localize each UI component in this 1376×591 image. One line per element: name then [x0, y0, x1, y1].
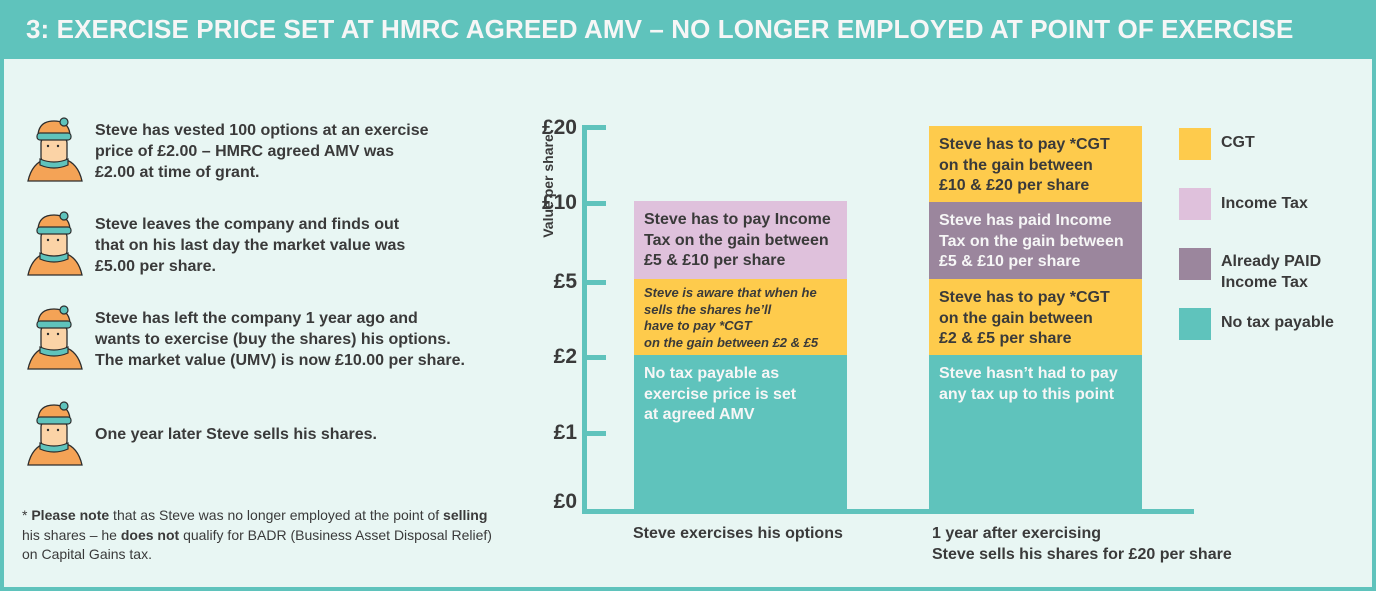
person-beanie-icon: [27, 305, 83, 370]
person-beanie-icon: [27, 117, 83, 182]
y-tick-mark: [582, 125, 606, 130]
y-tick-label: £1: [553, 421, 577, 444]
segment-text: Tax on the gain between: [939, 232, 1124, 250]
story-line: price of £2.00 – HMRC agreed AMV was: [95, 143, 395, 160]
bar-sell: Steve has to pay *CGT on the gain betwee…: [929, 126, 1142, 510]
legend-line: Income Tax: [1221, 274, 1308, 291]
segment-already-paid: Steve has paid Income Tax on the gain be…: [929, 202, 1142, 279]
segment-income-tax: Steve has to pay Income Tax on the gain …: [634, 201, 847, 279]
person-beanie-icon: [27, 401, 83, 466]
x-label-exercise: Steve exercises his options: [633, 523, 843, 544]
segment-text: No tax payable as: [644, 365, 780, 382]
story-line: One year later Steve sells his shares.: [95, 426, 377, 443]
legend-label: Income Tax: [1221, 193, 1308, 214]
legend-line: CGT: [1221, 134, 1255, 151]
note-bold: selling: [443, 507, 488, 523]
story-line: Steve has vested 100 options at an exerc…: [95, 122, 429, 139]
segment-text: Steve has to pay *CGT: [939, 289, 1110, 306]
segment-text: Steve has paid Income: [939, 212, 1112, 229]
story-item-4: One year later Steve sells his shares.: [22, 401, 502, 469]
bar-exercise: Steve has to pay Income Tax on the gain …: [634, 201, 847, 510]
y-tick-label: £0: [553, 490, 577, 513]
header-bar: 3: EXERCISE PRICE SET AT HMRC AGREED AMV…: [0, 0, 1376, 58]
story-text: One year later Steve sells his shares.: [95, 424, 377, 445]
legend-label: No tax payable: [1221, 312, 1334, 333]
legend-line: Income Tax: [1221, 195, 1308, 212]
y-tick-label: £5: [553, 270, 577, 293]
story-line: Steve has left the company 1 year ago an…: [95, 310, 418, 327]
legend-line: Already PAID: [1221, 253, 1322, 270]
story-item-1: Steve has vested 100 options at an exerc…: [22, 117, 502, 185]
y-tick-mark: [582, 201, 606, 206]
segment-no-tax: No tax payable as exercise price is set …: [634, 355, 847, 510]
y-tick-mark: [582, 431, 606, 436]
story-line: Steve leaves the company and finds out: [95, 216, 400, 233]
page-title: 3: EXERCISE PRICE SET AT HMRC AGREED AMV…: [26, 14, 1294, 44]
legend-swatch: [1179, 188, 1211, 220]
x-label-line: Steve sells his shares for £20 per share: [932, 546, 1232, 563]
segment-cgt-upper: Steve has to pay *CGT on the gain betwee…: [929, 126, 1142, 202]
segment-text: £10 & £20 per share: [939, 177, 1090, 194]
story-text: Steve has left the company 1 year ago an…: [95, 308, 465, 371]
segment-text: exercise price is set: [644, 385, 797, 403]
segment-text: have to pay *CGT: [644, 318, 752, 333]
segment-cgt: Steve is aware that when he sells the sh…: [634, 279, 847, 355]
segment-text: on the gain between £2 & £5: [644, 334, 819, 350]
note-text: his shares – he: [22, 526, 121, 543]
legend-label: CGT: [1221, 132, 1255, 153]
legend-swatch: [1179, 308, 1211, 340]
note-bold: Please note: [31, 507, 110, 523]
y-tick-label: £10: [541, 191, 577, 214]
story-text: Steve has vested 100 options at an exerc…: [95, 120, 429, 183]
y-tick-label: £20: [541, 116, 577, 139]
note-bold: does not: [120, 526, 180, 543]
segment-text: Steve has to pay Income: [644, 211, 831, 228]
segment-text: at agreed AMV: [644, 406, 755, 423]
note-star: *: [22, 507, 32, 523]
note-text: that as Steve was no longer employed at …: [109, 507, 444, 523]
y-tick-label: £2: [553, 345, 577, 368]
segment-text: £5 & £10 per share: [644, 252, 786, 269]
story-text: Steve leaves the company and finds out t…: [95, 214, 405, 277]
x-label-line: 1 year after exercising: [932, 525, 1101, 542]
segment-no-tax: Steve hasn’t had to pay any tax up to th…: [929, 355, 1142, 510]
segment-text: £5 & £10 per share: [939, 253, 1081, 270]
story-line: wants to exercise (buy the shares) his o…: [95, 331, 451, 348]
y-axis-line: [582, 125, 587, 513]
story-line: £5.00 per share.: [95, 258, 216, 275]
y-axis-label: Value per share: [540, 134, 556, 238]
segment-cgt-lower: Steve has to pay *CGT on the gain betwee…: [929, 279, 1142, 355]
story-line: £2.00 at time of grant.: [95, 164, 260, 181]
segment-text: any tax up to this point: [939, 385, 1115, 403]
story-item-3: Steve has left the company 1 year ago an…: [22, 305, 502, 373]
segment-text: on the gain between: [939, 309, 1093, 327]
legend-swatch: [1179, 128, 1211, 160]
legend-line: No tax payable: [1221, 314, 1334, 331]
story-item-2: Steve leaves the company and finds out t…: [22, 211, 502, 279]
x-axis-line: [582, 509, 1194, 514]
legend-label: Already PAID Income Tax: [1221, 251, 1321, 293]
segment-text: Steve is aware that when he: [644, 285, 817, 300]
story-line: The market value (UMV) is now £10.00 per…: [95, 352, 465, 369]
footnote: * Please note that as Steve was no longe…: [22, 506, 502, 565]
segment-text: Steve has to pay *CGT: [939, 136, 1110, 153]
note-text: qualify for BADR (Business Asset Disposa…: [22, 526, 492, 563]
person-beanie-icon: [27, 211, 83, 276]
segment-text: £2 & £5 per share: [939, 330, 1072, 347]
segment-text: Tax on the gain between: [644, 231, 829, 249]
legend-swatch: [1179, 248, 1211, 280]
segment-text: Steve hasn’t had to pay: [939, 365, 1118, 382]
segment-text: on the gain between: [939, 156, 1093, 174]
segment-text: sells the shares he’ll: [644, 301, 772, 317]
x-label-line: Steve exercises his options: [633, 525, 843, 542]
y-tick-mark: [582, 355, 606, 360]
y-tick-mark: [582, 280, 606, 285]
x-label-sell: 1 year after exercising Steve sells his …: [932, 523, 1232, 565]
story-line: that on his last day the market value wa…: [95, 237, 406, 254]
